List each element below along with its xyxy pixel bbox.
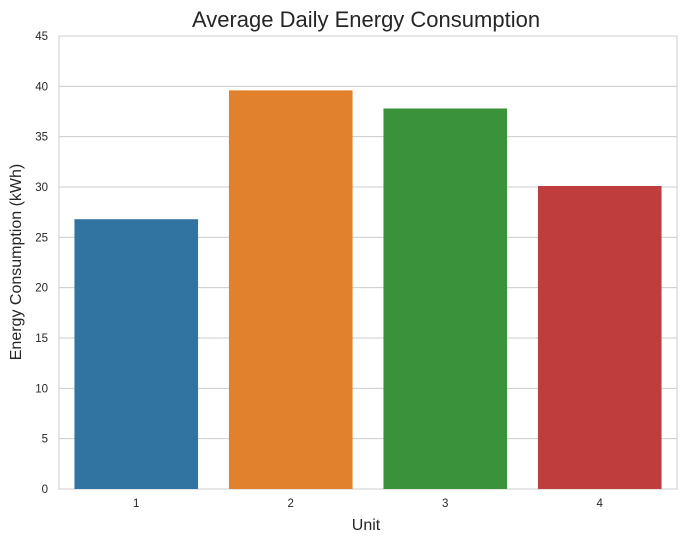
- x-tick-labels: 1 2 3 4: [133, 498, 604, 510]
- y-tick-label: 45: [35, 31, 48, 43]
- plot-frame: [58, 35, 678, 490]
- x-tick-label: 3: [442, 498, 448, 510]
- bar-unit-4: [537, 185, 662, 489]
- bar-unit-2: [228, 90, 353, 490]
- y-tick-label: 35: [35, 132, 48, 144]
- x-tick-label: 1: [133, 498, 139, 510]
- y-tick-label: 0: [42, 484, 48, 496]
- y-tick-label: 25: [35, 232, 48, 244]
- x-tick-label: 4: [597, 498, 604, 510]
- y-tick-label: 5: [42, 434, 48, 446]
- y-tick-label: 15: [35, 333, 48, 345]
- bar-unit-1: [74, 219, 199, 490]
- chart-title: Average Daily Energy Consumption: [192, 7, 540, 32]
- y-tick-label: 40: [35, 81, 48, 93]
- bars: [74, 90, 662, 490]
- y-axis-label: Energy Consumption (kWh): [8, 164, 25, 361]
- x-tick-label: 2: [288, 498, 294, 510]
- x-axis-label: Unit: [352, 517, 381, 534]
- bar-unit-3: [383, 108, 508, 489]
- y-tick-label: 30: [35, 182, 48, 194]
- y-tick-label: 10: [35, 383, 48, 395]
- y-tick-label: 20: [35, 283, 48, 295]
- y-tick-labels: 0 5 10 15 20 25 30 35 40 45: [35, 31, 48, 496]
